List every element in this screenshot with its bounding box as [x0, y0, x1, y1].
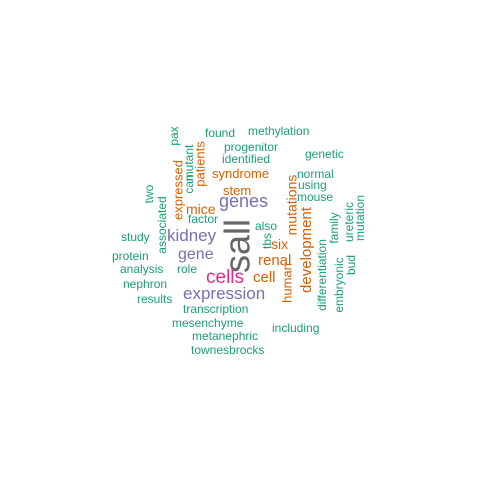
word-also: also [255, 219, 277, 233]
word-mutations: mutations [284, 175, 300, 236]
word-townesbrocks: townesbrocks [191, 343, 264, 357]
word-stem: stem [223, 183, 251, 198]
word-family: family [327, 212, 341, 243]
word-factor: factor [188, 212, 218, 226]
word-metanephric: metanephric [192, 329, 258, 343]
word-ureteric: ureteric [342, 202, 356, 242]
word-methylation: methylation [248, 124, 309, 138]
word-pax: pax [167, 126, 181, 145]
word-kidney: kidney [167, 226, 217, 245]
word-two: two [142, 184, 156, 203]
word-mutation: mutation [353, 195, 367, 241]
word-found: found [205, 126, 235, 140]
word-can: can [182, 174, 196, 193]
word-associated: associated [155, 196, 169, 253]
word-sall: sall [217, 219, 258, 273]
word-transcription: transcription [183, 302, 248, 316]
word-mouse: mouse [297, 190, 333, 204]
word-renal: renal [258, 252, 291, 269]
word-using: using [298, 178, 327, 192]
word-differentiation: differentiation [315, 239, 329, 311]
word-human: human [279, 263, 294, 303]
word-protein: protein [112, 249, 149, 263]
word-patients: patients [192, 141, 207, 187]
word-development: development [298, 206, 315, 293]
word-study: study [121, 230, 150, 244]
word-mutant: mutant [182, 144, 196, 181]
word-gene: gene [178, 246, 214, 263]
word-mice: mice [186, 201, 216, 217]
word-including: including [272, 321, 319, 335]
word-role: role [177, 262, 197, 276]
word-syndrome: syndrome [212, 166, 269, 181]
word-progenitor: progenitor [224, 140, 278, 154]
word-tbs: tbs [260, 233, 274, 249]
word-cells: cells [206, 267, 244, 288]
word-embryonic: embryonic [332, 257, 346, 312]
word-six: six [271, 236, 288, 252]
word-nephron: nephron [123, 277, 167, 291]
word-expressed: expressed [170, 160, 185, 220]
word-bud: bud [344, 255, 358, 275]
word-identified: identified [222, 152, 270, 166]
word-genes: genes [219, 191, 268, 211]
word-results: results [137, 292, 172, 306]
word-genetic: genetic [305, 147, 344, 161]
word-expression: expression [183, 284, 265, 303]
word-analysis: analysis [120, 262, 163, 276]
word-normal: normal [297, 167, 334, 181]
word-cell: cell [253, 269, 276, 286]
word-mesenchyme: mesenchyme [172, 316, 244, 330]
